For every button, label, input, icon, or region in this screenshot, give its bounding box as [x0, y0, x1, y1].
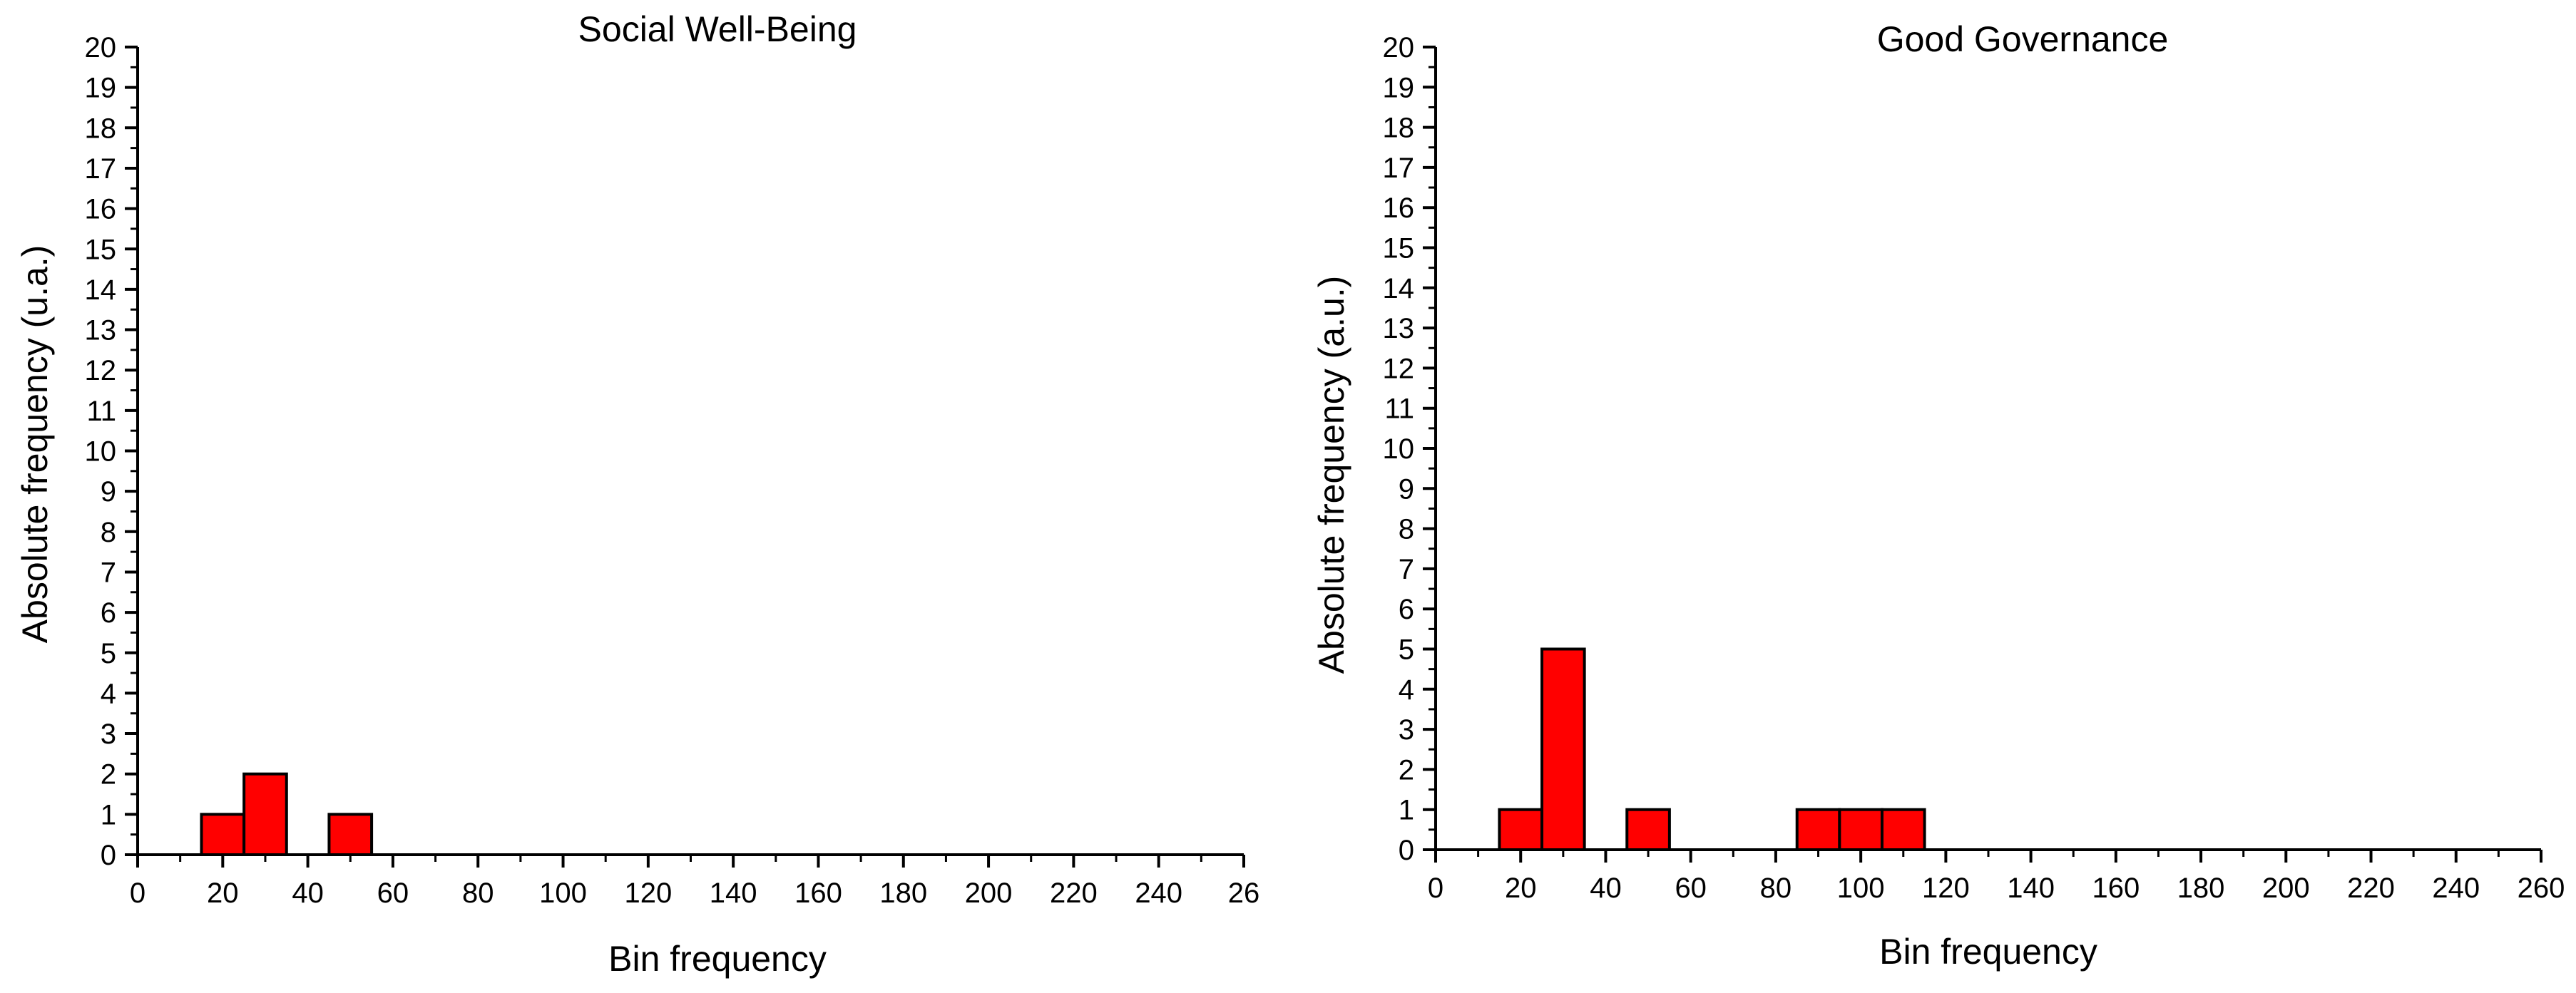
y-tick-label: 15	[1383, 233, 1415, 264]
y-tick-label: 9	[1399, 473, 1414, 505]
y-tick-label: 14	[1383, 273, 1415, 304]
y-tick-label: 0	[1399, 835, 1414, 866]
bar-30	[1540, 647, 1586, 851]
y-tick-label: 6	[101, 597, 116, 629]
x-tick-label: 200	[2262, 873, 2310, 904]
x-tick-label: 200	[965, 878, 1013, 909]
chart-good-governance: Good Governance Bin frequency Absolute f…	[1312, 19, 2565, 972]
x-tick-label: 240	[2432, 873, 2480, 904]
y-tick-label: 15	[85, 234, 117, 265]
x-tick-label: 140	[710, 878, 757, 909]
y-tick-label: 12	[1383, 353, 1415, 384]
y-tick-label: 1	[1399, 795, 1414, 826]
x-tick-label: 40	[1590, 873, 1622, 904]
y-tick-label: 8	[101, 517, 116, 548]
x-tick-label: 40	[292, 878, 324, 909]
x-tick-label: 120	[624, 878, 672, 909]
x-tick-label: 20	[207, 878, 239, 909]
bar-30	[242, 772, 288, 856]
x-tick-label: 0	[1428, 873, 1443, 904]
x-tick-label: 180	[879, 878, 927, 909]
y-tick-label: 10	[85, 436, 117, 468]
y-tick-label: 20	[1383, 32, 1415, 63]
chart-social-well-being: Social Well-Being Bin frequency Absolute…	[15, 9, 1259, 979]
y-tick-label: 2	[101, 759, 116, 791]
y-tick-label: 1	[101, 799, 116, 830]
y-tick-label: 17	[85, 153, 117, 185]
x-tick-label: 100	[1837, 873, 1885, 904]
x-tick-label: 26	[1228, 878, 1260, 909]
chart-title: Social Well-Being	[578, 9, 857, 49]
y-tick-label: 19	[1383, 72, 1415, 103]
bar-90	[1795, 808, 1841, 851]
x-tick-label: 60	[377, 878, 409, 909]
y-tick-label: 18	[1383, 113, 1415, 144]
y-tick-label: 17	[1383, 153, 1415, 184]
y-tick-label: 16	[85, 194, 117, 225]
x-tick-label: 240	[1135, 878, 1182, 909]
x-tick-label: 100	[539, 878, 587, 909]
x-axis-label: Bin frequency	[608, 939, 827, 979]
x-tick-label: 60	[1675, 873, 1707, 904]
x-axis-label: Bin frequency	[1879, 932, 2097, 972]
y-tick-label: 10	[1383, 433, 1415, 465]
y-tick-label: 7	[101, 557, 116, 588]
y-tick-label: 13	[1383, 313, 1415, 344]
y-tick-label: 18	[85, 113, 117, 144]
y-tick-label: 3	[101, 719, 116, 750]
y-tick-label: 11	[1384, 393, 1414, 425]
x-tick-label: 260	[2518, 873, 2565, 904]
y-axis-label: Absolute frequency (u.a.)	[15, 245, 55, 644]
y-tick-label: 6	[1399, 594, 1414, 625]
y-tick-label: 20	[85, 32, 117, 63]
x-tick-label: 20	[1505, 873, 1537, 904]
y-tick-label: 16	[1383, 192, 1415, 224]
x-tick-label: 160	[2092, 873, 2140, 904]
x-tick-label: 160	[794, 878, 842, 909]
y-tick-label: 19	[85, 73, 117, 104]
y-tick-label: 11	[86, 396, 116, 427]
chart-title: Good Governance	[1877, 19, 2169, 59]
bar-50	[327, 813, 374, 856]
bar-20	[1498, 808, 1544, 851]
x-tick-label: 140	[2007, 873, 2055, 904]
y-tick-label: 0	[101, 840, 116, 871]
x-tick-label: 220	[1050, 878, 1098, 909]
y-tick-label: 8	[1399, 514, 1414, 545]
x-tick-label: 0	[130, 878, 145, 909]
y-axis-label: Absolute frequency (a.u.)	[1312, 276, 1351, 674]
y-tick-label: 4	[101, 678, 116, 709]
x-tick-label: 120	[1922, 873, 1970, 904]
bar-50	[1625, 808, 1671, 851]
x-tick-label: 80	[1760, 873, 1792, 904]
bar-100	[1838, 808, 1884, 851]
bar-20	[200, 813, 246, 856]
y-tick-label: 7	[1399, 554, 1414, 585]
y-tick-label: 12	[85, 355, 117, 386]
x-tick-label: 180	[2177, 873, 2225, 904]
y-tick-label: 5	[1399, 634, 1414, 666]
x-tick-label: 80	[462, 878, 494, 909]
y-tick-label: 4	[1399, 674, 1414, 706]
y-tick-label: 2	[1399, 754, 1414, 786]
x-tick-label: 220	[2347, 873, 2395, 904]
y-tick-label: 14	[85, 274, 117, 306]
y-tick-label: 3	[1399, 714, 1414, 746]
y-tick-label: 13	[85, 315, 117, 346]
y-tick-label: 9	[101, 476, 116, 508]
y-tick-label: 5	[101, 638, 116, 669]
bar-110	[1880, 808, 1926, 851]
